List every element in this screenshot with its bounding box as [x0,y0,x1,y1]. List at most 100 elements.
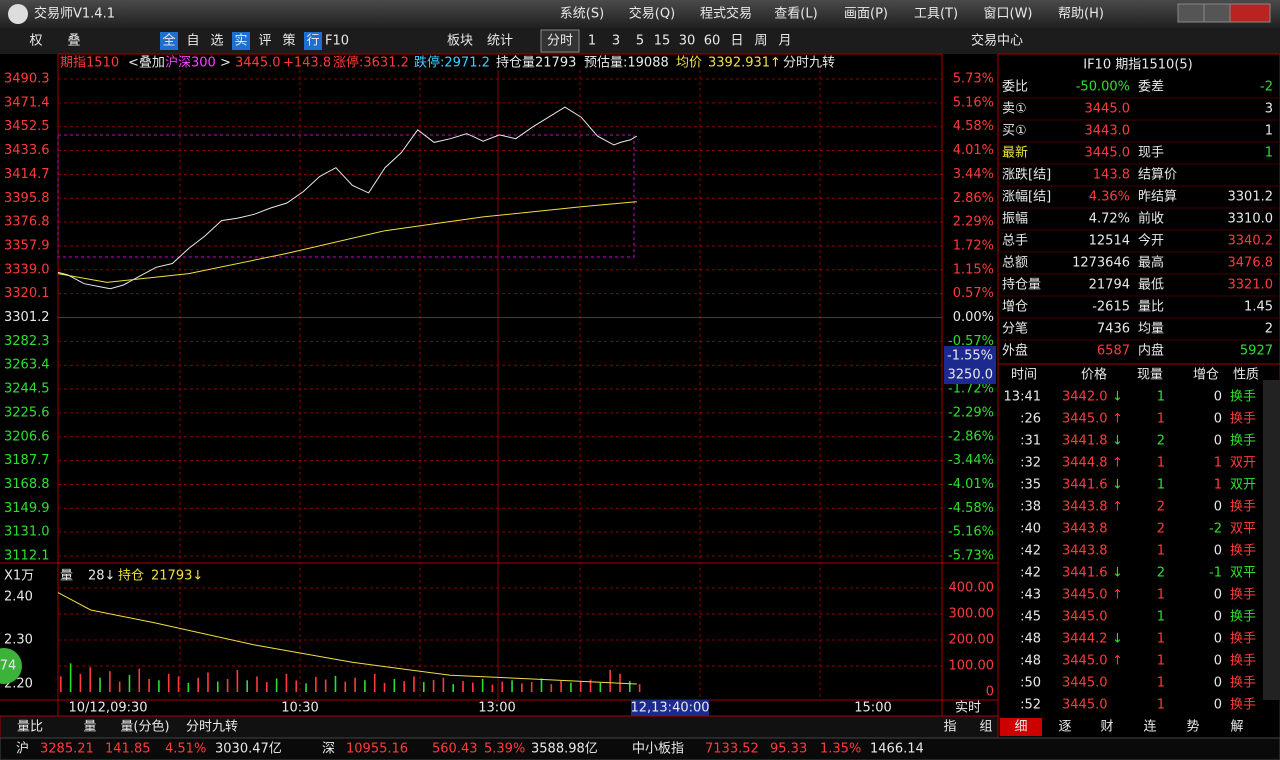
bottom-tab[interactable]: 量比 [17,720,43,735]
tick-price: 3445.0 [1062,676,1108,691]
status-item: 95.33 [770,742,807,757]
quote-label: 增仓 [1002,300,1028,315]
volume-bar [560,680,562,692]
bottom-tab[interactable]: 量 [83,720,96,735]
toolbar-button[interactable]: 评 [258,34,271,49]
menu-item[interactable]: 交易(Q) [629,6,675,22]
quote-label: 结算价 [1138,168,1177,183]
panel-tab[interactable]: 连 [1143,719,1156,735]
volume-bar [354,677,356,692]
menu-item[interactable]: 查看(L) [774,6,817,22]
toolbar-button[interactable]: 策 [282,33,295,49]
volume-bar [393,679,396,692]
tick-price: 3445.0 [1062,654,1108,669]
menu-item[interactable]: 工具(T) [914,7,958,22]
side-tab[interactable]: 指 [943,720,956,735]
toolbar-button[interactable]: 行 [306,34,319,49]
period-button[interactable]: 月 [778,34,791,49]
scrollbar[interactable] [1263,380,1280,700]
period-button[interactable]: 30 [679,34,696,49]
bottom-tab[interactable]: 量(分色) [120,719,169,735]
chart-header: 预估量:19088 [584,56,669,71]
chart-frame [57,53,943,717]
pct-tick-label: -4.58% [948,501,994,516]
toolbar-button[interactable]: 板块 [447,34,473,49]
toolbar-button[interactable]: 叠 [67,34,80,49]
menu-item[interactable]: 系统(S) [560,7,604,22]
close-button[interactable] [1229,3,1271,23]
tick-arrow: ↑ [1112,456,1123,471]
panel-tab[interactable]: 细 [1014,720,1027,735]
pct-tick-label: 1.72% [953,238,994,253]
chart-header: 跌停:2971.2 [414,55,490,71]
toolbar-button-bg [304,32,322,50]
period-button[interactable]: 日 [730,34,743,49]
pct-tick-label: -5.16% [948,525,994,540]
y-tick-label: 3168.8 [4,477,50,492]
pct-tick-label: 2.86% [953,191,994,206]
volume-bar [491,684,494,692]
panel-tab[interactable]: 解 [1230,720,1243,735]
tick-time: :52 [1020,698,1041,713]
menu-item[interactable]: 窗口(W) [984,6,1033,22]
quote-value: -50.00% [1076,80,1130,95]
tick-volume: 1 [1157,632,1165,647]
period-button[interactable]: 周 [754,34,767,49]
quote-value: 4.72% [1089,212,1130,227]
quote-value: 3301.2 [1228,190,1274,205]
tick-price: 3442.0 [1062,390,1108,405]
period-button[interactable]: 15 [654,34,671,49]
chart-header: 3445.0 [235,56,281,71]
tick-price: 3443.8 [1062,522,1108,537]
tick-volume: 1 [1157,588,1165,603]
menu-item[interactable]: 画面(P) [844,7,888,22]
toolbar-button[interactable]: 统计 [487,34,513,49]
period-button[interactable]: 分时 [547,34,573,49]
status-item: 141.85 [105,742,151,757]
tick-price: 3443.8 [1062,500,1108,515]
period-button[interactable]: 1 [588,34,596,49]
toolbar-button[interactable]: 实 [234,34,247,49]
realtime-button[interactable]: 实时 [955,701,981,716]
quote-label: 最新 [1002,145,1028,161]
tick-volume: 1 [1157,610,1165,625]
quote-value: 1 [1265,146,1273,161]
minimize-button[interactable] [1177,3,1205,23]
panel-tab[interactable]: 势 [1186,719,1199,735]
toolbar-button[interactable]: 选 [210,34,223,49]
volume-bar [99,677,101,692]
tick-time: :43 [1020,588,1041,603]
toolbar-button[interactable]: 权 [29,33,42,49]
toolbar-button[interactable]: 全 [162,33,175,49]
side-tab[interactable]: 组 [979,720,992,735]
tick-nature: 双开 [1230,478,1256,493]
quote-value: -2 [1260,80,1273,95]
quote-value: 7436 [1097,322,1130,337]
time-label: 10/12,09:30 [68,701,147,716]
volume-bar [344,681,347,692]
tick-nature: 换手 [1230,632,1256,647]
period-button[interactable]: 60 [704,34,721,49]
y-tick-label: 3357.9 [4,238,50,253]
toolbar-button[interactable]: 自 [186,34,199,49]
period-button[interactable]: 3 [612,34,620,49]
tick-time: :45 [1020,610,1041,625]
menu-item[interactable]: 程式交易 [700,6,752,22]
tick-nature: 换手 [1230,390,1256,405]
panel-tab[interactable]: 财 [1100,720,1113,735]
panel-tab[interactable]: 逐 [1058,720,1071,735]
bottom-tab[interactable]: 分时九转 [186,720,238,735]
quote-value: 4.36% [1089,190,1130,205]
period-button[interactable]: 5 [636,34,644,49]
tick-oi-change: 0 [1214,610,1222,625]
tick-time: :42 [1020,544,1041,559]
volume-tick-label: 300.00 [949,607,995,622]
toolbar-button[interactable]: F10 [325,34,349,49]
toolbar-button[interactable]: 交易中心 [971,33,1023,49]
quote-value: 5927 [1240,344,1273,359]
menu-item[interactable]: 帮助(H) [1058,7,1104,22]
maximize-button[interactable] [1203,3,1231,23]
quote-label: 外盘 [1002,343,1028,359]
volume-tick-label: 400.00 [949,581,995,596]
tick-oi-change: 0 [1214,654,1222,669]
